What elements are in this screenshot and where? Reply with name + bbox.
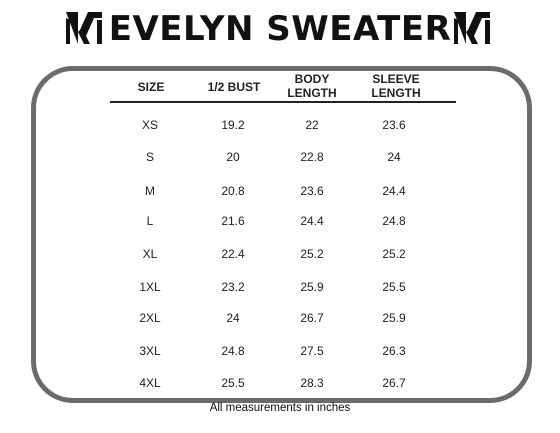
measurement-cell: 25.2 xyxy=(300,247,324,261)
measurement-cell: 24.4 xyxy=(300,214,324,228)
size-label-cell: 2XL xyxy=(139,311,161,325)
measurement-cell: 26.7 xyxy=(300,311,324,325)
size-label-cell: 4XL xyxy=(139,376,161,390)
column-header-line: LENGTH xyxy=(371,86,421,100)
measurement-cell: 26.3 xyxy=(382,344,406,358)
measurement-cell: 25.5 xyxy=(221,376,245,390)
measurement-cell: 19.2 xyxy=(221,118,245,132)
column-header-line: 1/2 BUST xyxy=(207,80,261,94)
column-header-line: SIZE xyxy=(137,80,165,94)
size-label-cell: M xyxy=(145,184,155,198)
footer-note: All measurements in inches xyxy=(209,402,351,414)
size-label-cell: XL xyxy=(142,247,158,261)
size-label-cell: 3XL xyxy=(139,344,161,358)
measurement-cell: 22.4 xyxy=(221,247,245,261)
logo-icon xyxy=(66,12,102,44)
column-header-body-length: BODY LENGTH xyxy=(274,72,350,100)
measurement-cell: 25.9 xyxy=(382,311,406,325)
header-divider xyxy=(110,101,456,103)
measurement-cell: 28.3 xyxy=(300,376,324,390)
measurement-cell: 23.2 xyxy=(221,280,245,294)
column-header-line: SLEEVE xyxy=(372,72,420,86)
size-chart-card xyxy=(31,66,532,403)
column-header-size: SIZE xyxy=(116,80,186,94)
measurement-cell: 25.2 xyxy=(382,247,406,261)
measurement-cell: 21.6 xyxy=(221,214,245,228)
size-label-cell: L xyxy=(146,214,154,228)
measurement-cell: 22 xyxy=(305,118,319,132)
size-label-cell: XS xyxy=(141,118,158,132)
column-header-sleeve-length: SLEEVE LENGTH xyxy=(356,72,436,100)
column-header-line: BODY xyxy=(294,72,330,86)
measurement-cell: 20 xyxy=(226,150,240,164)
measurement-cell: 25.9 xyxy=(300,280,324,294)
measurement-cell: 26.7 xyxy=(382,376,406,390)
page-title: EVELYN SWEATER xyxy=(108,9,452,49)
size-label-cell: S xyxy=(145,150,154,164)
measurement-cell: 23.6 xyxy=(382,118,406,132)
measurement-cell: 23.6 xyxy=(300,184,324,198)
logo-icon xyxy=(454,12,490,44)
measurement-cell: 22.8 xyxy=(300,150,324,164)
measurement-cell: 24 xyxy=(226,311,240,325)
measurement-cell: 24.8 xyxy=(221,344,245,358)
measurement-cell: 24.8 xyxy=(382,214,406,228)
measurement-cell: 25.5 xyxy=(382,280,406,294)
measurement-cell: 24.4 xyxy=(382,184,406,198)
size-label-cell: 1XL xyxy=(139,280,161,294)
measurement-cell: 27.5 xyxy=(300,344,324,358)
measurement-cell: 20.8 xyxy=(221,184,245,198)
measurement-cell: 24 xyxy=(387,150,401,164)
column-header-bust: 1/2 BUST xyxy=(196,80,272,94)
column-header-line: LENGTH xyxy=(287,86,337,100)
header: EVELYN SWEATER xyxy=(0,0,560,58)
